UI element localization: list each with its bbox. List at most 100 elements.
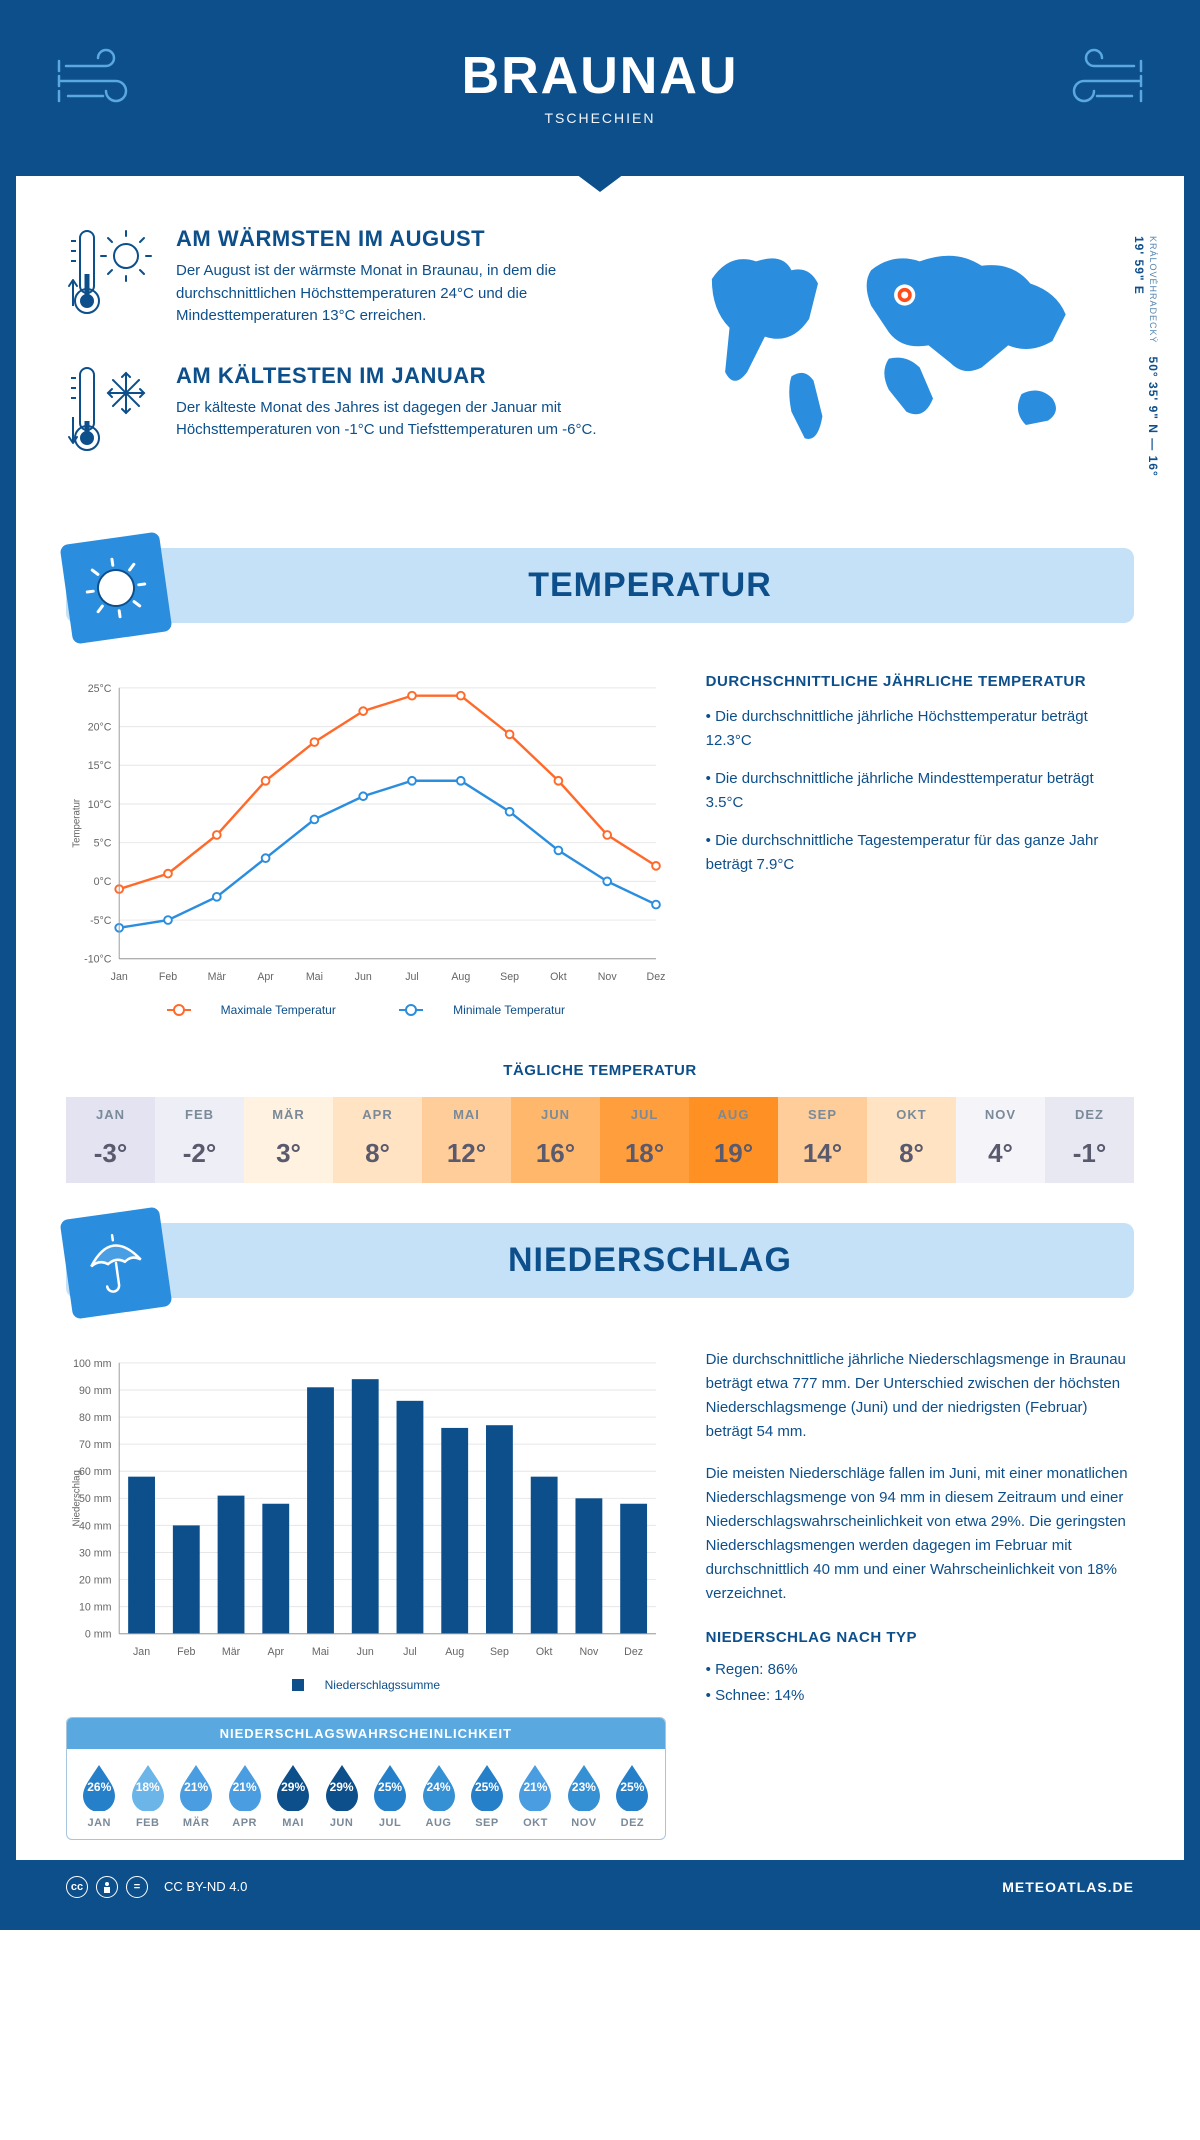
prob-cell: 26%JAN <box>75 1763 123 1829</box>
svg-text:10°C: 10°C <box>88 798 112 810</box>
svg-text:Feb: Feb <box>177 1646 195 1658</box>
svg-text:70 mm: 70 mm <box>79 1439 112 1451</box>
daily-cell: APR8° <box>333 1097 422 1183</box>
prob-cell: 29%MAI <box>269 1763 317 1829</box>
svg-text:80 mm: 80 mm <box>79 1411 112 1423</box>
daily-cell: NOV4° <box>956 1097 1045 1183</box>
svg-text:Temperatur: Temperatur <box>72 798 83 848</box>
daily-cell: SEP14° <box>778 1097 867 1183</box>
svg-text:90 mm: 90 mm <box>79 1384 112 1396</box>
prob-cell: 23%NOV <box>560 1763 608 1829</box>
svg-text:30 mm: 30 mm <box>79 1547 112 1559</box>
sun-badge-icon <box>60 531 173 644</box>
prob-cell: 25%SEP <box>463 1763 511 1829</box>
license-block: cc = CC BY-ND 4.0 <box>66 1876 247 1898</box>
svg-text:Nov: Nov <box>598 971 618 983</box>
svg-text:5°C: 5°C <box>94 837 112 849</box>
svg-text:50 mm: 50 mm <box>79 1493 112 1505</box>
svg-text:Apr: Apr <box>257 971 274 983</box>
temperature-line-chart: -10°C -5°C 0°C 5°C 10°C 15°C 20°C 25°C Jan Feb Mär… <box>66 673 666 993</box>
svg-text:25°C: 25°C <box>88 682 112 694</box>
warmest-text: Der August ist der wärmste Monat in Brau… <box>176 260 604 328</box>
svg-text:60 mm: 60 mm <box>79 1466 112 1478</box>
svg-text:20 mm: 20 mm <box>79 1574 112 1586</box>
svg-text:-5°C: -5°C <box>90 914 112 926</box>
prob-cell: 21%MÄR <box>172 1763 220 1829</box>
svg-text:15°C: 15°C <box>88 760 112 772</box>
header-chevron <box>576 174 624 192</box>
daily-cell: OKT8° <box>867 1097 956 1183</box>
daily-cell: JAN-3° <box>66 1097 155 1183</box>
coldest-block: AM KÄLTESTEN IM JANUAR Der kälteste Mona… <box>66 363 604 463</box>
precipitation-text: Die durchschnittliche jährliche Niedersc… <box>706 1348 1134 1840</box>
daily-cell: DEZ-1° <box>1045 1097 1134 1183</box>
svg-text:Niederschlag: Niederschlag <box>72 1470 83 1526</box>
daily-cell: FEB-2° <box>155 1097 244 1183</box>
temperature-section-header: TEMPERATUR <box>66 548 1134 623</box>
thermometer-snow-icon <box>66 363 156 463</box>
by-icon <box>96 1876 118 1898</box>
coordinates: KRÁLOVÉHRADECKÝ 50° 35' 9" N — 16° 19' 5… <box>1132 236 1160 498</box>
svg-text:0°C: 0°C <box>94 876 112 888</box>
svg-text:Sep: Sep <box>500 971 519 983</box>
prob-cell: 21%OKT <box>511 1763 559 1829</box>
thermometer-sun-icon <box>66 226 156 328</box>
svg-text:Okt: Okt <box>550 971 567 983</box>
svg-text:Jan: Jan <box>111 971 128 983</box>
svg-text:Jun: Jun <box>357 1646 374 1658</box>
page-footer: cc = CC BY-ND 4.0 METEOATLAS.DE <box>16 1860 1184 1914</box>
coldest-title: AM KÄLTESTEN IM JANUAR <box>176 363 604 389</box>
svg-text:20°C: 20°C <box>88 721 112 733</box>
prob-cell: 29%JUN <box>317 1763 365 1829</box>
warmest-title: AM WÄRMSTEN IM AUGUST <box>176 226 604 252</box>
svg-text:Dez: Dez <box>624 1646 643 1658</box>
svg-text:Mär: Mär <box>222 1646 241 1658</box>
svg-text:Mai: Mai <box>306 971 323 983</box>
svg-text:Mai: Mai <box>312 1646 329 1658</box>
svg-text:Jun: Jun <box>355 971 372 983</box>
world-map <box>644 226 1134 461</box>
svg-text:Nov: Nov <box>579 1646 599 1658</box>
precip-chart-legend: Niederschlagssumme <box>66 1678 666 1692</box>
daily-cell: JUL18° <box>600 1097 689 1183</box>
svg-text:Jul: Jul <box>405 971 419 983</box>
svg-text:Apr: Apr <box>267 1646 284 1658</box>
daily-temp-grid: JAN-3°FEB-2°MÄR3°APR8°MAI12°JUN16°JUL18°… <box>66 1097 1134 1183</box>
svg-text:Jul: Jul <box>403 1646 417 1658</box>
country-subtitle: TSCHECHIEN <box>36 110 1164 126</box>
prob-cell: 25%DEZ <box>608 1763 656 1829</box>
svg-text:Okt: Okt <box>536 1646 553 1658</box>
svg-text:40 mm: 40 mm <box>79 1520 112 1532</box>
daily-cell: JUN16° <box>511 1097 600 1183</box>
avg-temp-stats: DURCHSCHNITTLICHE JÄHRLICHE TEMPERATUR •… <box>706 673 1134 1017</box>
precipitation-probability-box: NIEDERSCHLAGSWAHRSCHEINLICHKEIT 26%JAN18… <box>66 1717 666 1840</box>
daily-temp-title: TÄGLICHE TEMPERATUR <box>16 1062 1184 1079</box>
svg-text:Feb: Feb <box>159 971 177 983</box>
umbrella-badge-icon <box>60 1206 173 1319</box>
precipitation-bar-chart: 0 mm 10 mm 20 mm 30 mm 40 mm 50 mm 60 mm 70 mm 8… <box>66 1348 666 1668</box>
precipitation-section-header: NIEDERSCHLAG <box>66 1223 1134 1298</box>
prob-cell: 25%JUL <box>366 1763 414 1829</box>
daily-cell: AUG19° <box>689 1097 778 1183</box>
city-title: BRAUNAU <box>36 46 1164 106</box>
page-header: BRAUNAU TSCHECHIEN <box>16 16 1184 176</box>
svg-text:Jan: Jan <box>133 1646 150 1658</box>
svg-text:10 mm: 10 mm <box>79 1601 112 1613</box>
svg-text:Aug: Aug <box>451 971 470 983</box>
svg-text:-10°C: -10°C <box>84 953 112 965</box>
coldest-text: Der kälteste Monat des Jahres ist dagege… <box>176 397 604 442</box>
svg-text:100 mm: 100 mm <box>73 1357 112 1369</box>
svg-text:Dez: Dez <box>647 971 666 983</box>
nd-icon: = <box>126 1876 148 1898</box>
svg-text:0 mm: 0 mm <box>85 1628 112 1640</box>
prob-cell: 18%FEB <box>123 1763 171 1829</box>
site-name: METEOATLAS.DE <box>1002 1879 1134 1895</box>
daily-cell: MAI12° <box>422 1097 511 1183</box>
prob-cell: 21%APR <box>220 1763 268 1829</box>
cc-icon: cc <box>66 1876 88 1898</box>
svg-text:Mär: Mär <box>208 971 227 983</box>
temp-chart-legend: Maximale Temperatur Minimale Temperatur <box>66 1003 666 1017</box>
warmest-block: AM WÄRMSTEN IM AUGUST Der August ist der… <box>66 226 604 328</box>
daily-cell: MÄR3° <box>244 1097 333 1183</box>
svg-text:Aug: Aug <box>445 1646 464 1658</box>
